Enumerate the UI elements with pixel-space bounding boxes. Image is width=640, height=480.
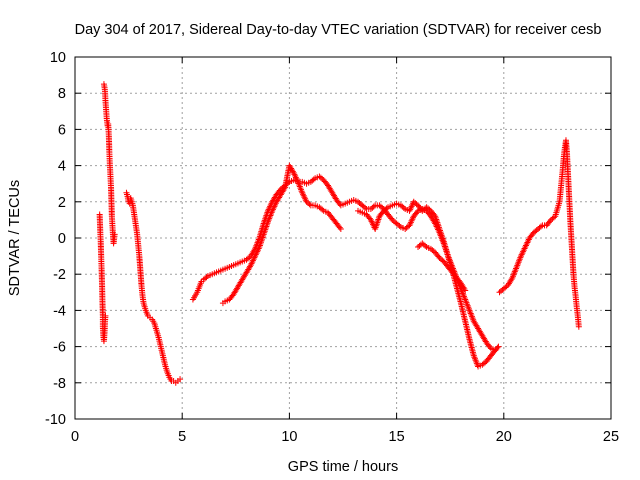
data-point (422, 242, 429, 249)
data-point (413, 201, 420, 208)
y-tick-label: 4 (58, 159, 66, 175)
data-point (388, 215, 395, 222)
x-tick-label: 5 (178, 429, 186, 445)
data-point (430, 248, 437, 255)
data-point (281, 185, 288, 192)
data-point (396, 222, 403, 229)
data-point (482, 359, 489, 366)
data-point (319, 206, 326, 213)
tick-labels: 0 5 10 15 20 25 -10 -8 -6 -4 -2 0 2 4 6 8 10 (45, 50, 619, 445)
x-axis-label: GPS time / hours (288, 459, 398, 475)
data-point (203, 274, 210, 281)
data-point (461, 286, 468, 293)
data-point (546, 218, 553, 225)
data-point (111, 231, 118, 238)
data-point (102, 312, 109, 319)
data-point (575, 323, 582, 330)
grid (75, 57, 611, 419)
y-tick-label: 2 (58, 195, 66, 211)
y-tick-label: -6 (53, 340, 66, 356)
x-tick-label: 10 (281, 429, 297, 445)
y-tick-label: 6 (58, 122, 66, 138)
axis-ticks (74, 56, 612, 420)
data-point (486, 344, 493, 351)
y-tick-label: 8 (58, 86, 66, 102)
x-tick-label: 20 (496, 429, 512, 445)
data-point (177, 376, 184, 383)
data-point (400, 204, 407, 211)
x-tick-label: 15 (389, 429, 405, 445)
data-point (495, 343, 502, 350)
data-point (336, 224, 343, 231)
data-point (426, 206, 433, 213)
data-point (370, 203, 377, 210)
data-point (379, 209, 386, 216)
x-tick-label: 0 (71, 429, 79, 445)
data-point (508, 276, 515, 283)
data-point (462, 287, 469, 294)
data-point (439, 257, 446, 264)
data-point (337, 225, 344, 232)
x-tick-label: 25 (603, 429, 619, 445)
data-point (435, 253, 442, 260)
data-point (492, 347, 499, 354)
y-tick-label: -10 (45, 412, 66, 428)
y-axis-label: SDTVAR / TECUs (7, 180, 23, 296)
data-point (550, 214, 557, 221)
data-points (96, 81, 582, 386)
data-point (306, 201, 313, 208)
y-tick-label: 0 (58, 231, 66, 247)
data-point (383, 205, 390, 212)
data-point (310, 176, 317, 183)
data-point (529, 230, 536, 237)
data-point (319, 175, 326, 182)
y-tick-label: -8 (53, 376, 66, 392)
data-point (413, 209, 420, 216)
y-tick-label: 10 (50, 50, 66, 66)
chart-title: Day 304 of 2017, Sidereal Day-to-day VTE… (75, 22, 602, 38)
data-point (537, 223, 544, 230)
y-tick-label: -4 (53, 303, 66, 319)
data-point (362, 204, 369, 211)
y-tick-label: -2 (53, 267, 66, 283)
